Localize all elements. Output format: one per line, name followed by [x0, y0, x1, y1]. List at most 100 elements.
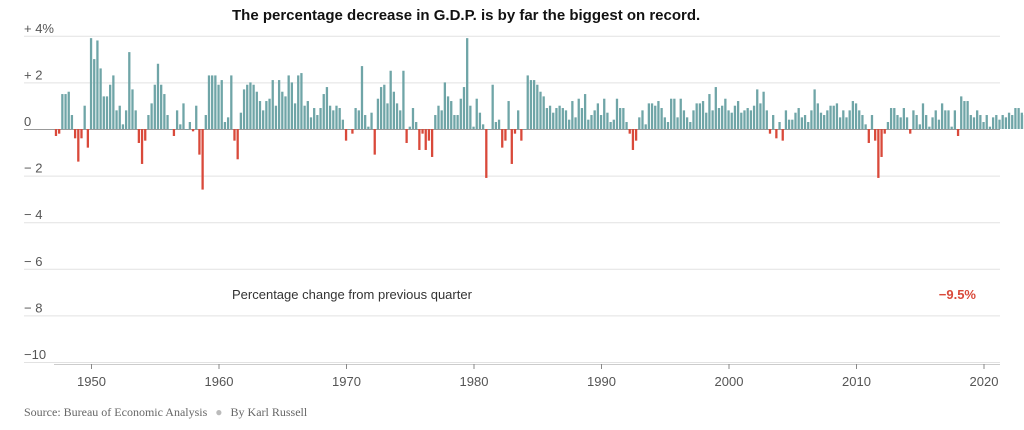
gdp-bar [131, 89, 134, 129]
gdp-bar [772, 115, 775, 129]
gdp-bar [344, 129, 348, 141]
gdp-bar [239, 112, 243, 129]
gdp-bar [99, 68, 102, 129]
gdp-bar [587, 119, 590, 129]
gdp-bar [421, 129, 424, 134]
gdp-bar [242, 89, 246, 129]
gdp-bar [654, 105, 657, 129]
gdp-bar [956, 129, 960, 136]
gdp-bar [437, 105, 440, 129]
gdp-bar [198, 129, 201, 155]
gdp-bar [561, 108, 564, 129]
gdp-bar [281, 91, 284, 129]
gdp-bar [915, 115, 918, 129]
gdp-bar [223, 122, 227, 129]
gdp-bar [249, 82, 252, 129]
gdp-bar [960, 96, 963, 129]
gdp-bar [848, 110, 851, 129]
gdp-bar [89, 38, 93, 129]
gdp-bar [325, 87, 329, 129]
gdp-bar [937, 119, 941, 129]
gdp-bar [472, 126, 475, 129]
gdp-bar [478, 112, 482, 129]
gdp-bar [77, 129, 80, 162]
gdp-bar [411, 108, 415, 129]
x-tick-label: 1990 [587, 374, 616, 389]
gdp-bar [577, 98, 580, 129]
gdp-bar [383, 84, 386, 129]
gdp-bar [83, 105, 86, 129]
gdp-bar [497, 119, 501, 129]
gdp-bar [784, 110, 788, 129]
gdp-bar [976, 110, 979, 129]
gdp-bar [526, 75, 529, 129]
gdp-bar [306, 101, 309, 129]
gdp-bar [265, 101, 268, 129]
x-tick-label: 1980 [460, 374, 489, 389]
gdp-bar [692, 110, 695, 129]
byline-text: By Karl Russell [230, 405, 308, 419]
gdp-bar [462, 87, 466, 129]
gdp-bar [864, 124, 867, 129]
gdp-bar [469, 105, 472, 129]
gdp-bar [740, 112, 743, 129]
bar-series [54, 38, 1024, 190]
gdp-bar [810, 110, 813, 129]
gdp-bar [781, 129, 784, 141]
gdp-bar [373, 129, 376, 155]
gdp-bar [93, 59, 96, 129]
gdp-bar [950, 126, 953, 129]
gdp-bar [536, 84, 539, 129]
gdp-bar [826, 110, 829, 129]
gdp-bar [367, 126, 370, 129]
x-axis-ticks: 1950 1960 1970 1980 1990 2000 2010 2020 [54, 364, 1000, 389]
gdp-bar [778, 122, 781, 129]
gdp-bar [456, 115, 459, 129]
gdp-bar [619, 108, 622, 129]
gdp-bar [622, 108, 625, 129]
gdp-bar [552, 112, 555, 129]
footer: Source: Bureau of Economic Analysis ● By K… [24, 405, 307, 420]
gdp-bar [364, 115, 367, 129]
gdp-bar [886, 122, 890, 129]
gdp-bar [1011, 115, 1014, 129]
gdp-bar [67, 91, 70, 129]
callout-label: −9.5% [939, 287, 977, 302]
gdp-bar [182, 103, 185, 129]
gdp-bar [580, 108, 584, 129]
gdp-bar [491, 84, 494, 129]
gdp-bar [453, 115, 456, 129]
gdp-bar [944, 110, 947, 129]
gdp-bar [615, 98, 619, 129]
gdp-bar [450, 101, 453, 129]
gdp-bar [571, 101, 574, 129]
chart-title: The percentage decrease in G.D.P. is by … [232, 7, 700, 24]
x-tick-label: 1970 [332, 374, 361, 389]
gdp-bar [501, 129, 504, 148]
gdp-bar [695, 103, 698, 129]
gdp-bar [768, 129, 772, 134]
y-tick-label: + 2 [24, 67, 42, 82]
gdp-bar [271, 80, 274, 129]
gdp-bar [733, 105, 737, 129]
gdp-bar [765, 110, 768, 129]
x-tick-label: 1960 [205, 374, 234, 389]
gdp-bar [207, 75, 211, 129]
gdp-bar [118, 105, 121, 129]
gdp-bar [313, 108, 316, 129]
gdp-bar [759, 103, 762, 129]
gdp-bar [689, 122, 692, 129]
gdp-bar [402, 70, 405, 129]
gdp-bar [274, 105, 278, 129]
gdp-bar [644, 124, 647, 129]
gdp-bar [995, 115, 998, 129]
gdp-bar [545, 108, 549, 129]
y-tick-label: − 8 [24, 300, 42, 315]
gdp-bar [348, 129, 351, 130]
gdp-bar [144, 129, 147, 141]
gdp-bar [112, 75, 115, 129]
gdp-bar [797, 108, 800, 129]
gdp-bar [542, 96, 545, 129]
gdp-bar [316, 115, 319, 129]
gdp-bar [341, 119, 345, 129]
